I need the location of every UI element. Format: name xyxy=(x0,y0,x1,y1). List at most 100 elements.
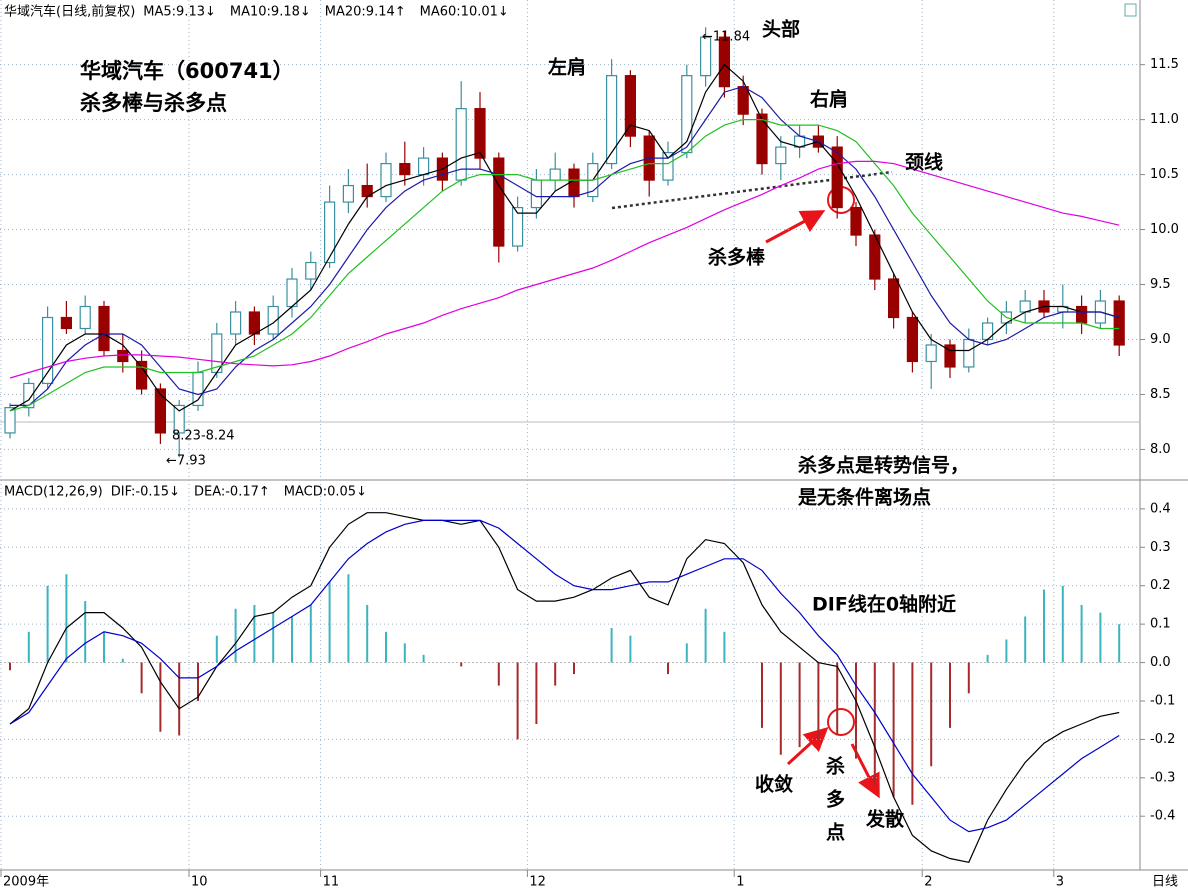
annotation: DIF线在0轴附近 xyxy=(812,593,956,616)
candle-body xyxy=(4,407,16,434)
y-tick-label: 0.3 xyxy=(1150,540,1171,555)
y-tick-label: 0.0 xyxy=(1150,655,1171,670)
y-tick-label: -0.2 xyxy=(1150,732,1175,747)
series-line xyxy=(9,160,1120,379)
candle-body xyxy=(60,316,73,330)
candle-body xyxy=(1113,300,1125,346)
series-line xyxy=(10,85,1120,406)
candle-body xyxy=(850,206,862,236)
x-tick-label: 1 xyxy=(736,875,744,890)
candle-body xyxy=(248,311,260,335)
candle-body xyxy=(699,36,712,77)
x-tick-label: 2009年 xyxy=(3,875,49,890)
legend-entry: DEA:-0.17↑ xyxy=(194,485,270,500)
candle-body xyxy=(756,113,768,165)
annotation: 颈线 xyxy=(905,151,943,174)
candle-body xyxy=(549,168,561,181)
annotation: 发散 xyxy=(865,808,904,831)
annotation: 收敛 xyxy=(755,773,793,796)
candle-body xyxy=(380,162,392,198)
candle-body xyxy=(23,382,35,409)
y-tick-label: 10.0 xyxy=(1150,222,1179,237)
series-line xyxy=(9,63,1120,412)
annotation: 杀 xyxy=(826,755,845,778)
candle-body xyxy=(887,278,900,319)
candle-body xyxy=(41,316,54,385)
candle-body xyxy=(136,360,148,390)
candle-body xyxy=(324,201,336,264)
window-icon[interactable] xyxy=(1124,3,1137,17)
x-tick-label: 10 xyxy=(191,875,208,890)
candle-body xyxy=(737,86,749,115)
series-line xyxy=(9,119,1120,412)
x-tick-label: 3 xyxy=(1056,875,1064,890)
series-line xyxy=(9,512,1120,863)
candle-body xyxy=(831,146,843,209)
y-tick-label: 0.1 xyxy=(1150,617,1171,632)
x-tick-label: 11 xyxy=(323,875,340,890)
candle-body xyxy=(173,404,185,434)
candle-body xyxy=(98,305,110,352)
legend-title: 华域汽车(日线,前复权) xyxy=(4,4,135,20)
signal-circle xyxy=(827,708,855,736)
legend-entry: MA10:9.18↓ xyxy=(230,5,311,20)
annotation: ←7.93 xyxy=(166,454,206,469)
annotation: 杀多点是转势信号， xyxy=(798,454,969,477)
annotation: 头部 xyxy=(762,18,800,41)
legend-entry: DIF:-0.15↓ xyxy=(111,485,180,500)
candle-body xyxy=(418,157,430,176)
candle-body xyxy=(305,261,317,280)
candle-body xyxy=(493,157,505,247)
annotation: 是无条件离场点 xyxy=(798,486,931,509)
candle-body xyxy=(511,206,524,247)
candle-body xyxy=(117,349,129,363)
y-tick-label: 9.5 xyxy=(1150,277,1171,292)
candle-body xyxy=(775,146,787,165)
series-line xyxy=(9,519,1120,833)
candle-body xyxy=(605,75,618,165)
candle-body xyxy=(944,344,956,368)
annotation: 华域汽车（600741） xyxy=(80,59,294,83)
annotation: 右肩 xyxy=(809,88,848,111)
y-tick-label: 10.5 xyxy=(1150,167,1179,182)
period-label: 日线 xyxy=(1152,875,1178,890)
annotation: 杀多棒 xyxy=(708,246,766,269)
candle-body xyxy=(342,184,354,203)
y-tick-label: 0.4 xyxy=(1150,501,1171,516)
y-tick-label: -0.1 xyxy=(1150,693,1175,708)
y-tick-label: 11.0 xyxy=(1150,112,1179,127)
candle-body xyxy=(79,305,91,330)
legend-entry: MACD:0.05↓ xyxy=(284,485,367,500)
legend-entry: MA60:10.01↓ xyxy=(420,5,509,20)
y-tick-label: -0.4 xyxy=(1150,809,1175,824)
candle-body xyxy=(267,305,279,335)
x-tick-label: 12 xyxy=(529,875,546,890)
candle-body xyxy=(230,311,242,335)
candle-body xyxy=(963,338,975,368)
legend-entry: MA20:9.14↑ xyxy=(325,5,406,20)
candle-body xyxy=(286,278,298,308)
y-tick-label: 11.5 xyxy=(1150,57,1179,72)
y-tick-label: 8.0 xyxy=(1150,442,1171,457)
candle-body xyxy=(718,36,731,88)
candle-body xyxy=(154,388,166,434)
x-tick-label: 2 xyxy=(924,875,932,890)
candle-body xyxy=(530,179,543,209)
candle-body xyxy=(906,316,919,363)
y-tick-label: -0.3 xyxy=(1150,770,1175,785)
candle-body xyxy=(474,108,486,159)
annotation: 多 xyxy=(826,788,845,811)
annotation: ←11.84 xyxy=(702,30,750,45)
annotation: 点 xyxy=(826,822,845,844)
legend-entry: MA5:9.13↓ xyxy=(143,5,216,20)
candle-body xyxy=(1075,305,1088,324)
legend-title: MACD(12,26,9) xyxy=(4,485,103,500)
y-tick-label: 0.2 xyxy=(1150,578,1171,593)
candle-body xyxy=(624,75,637,137)
annotation: 8.23-8.24 xyxy=(172,429,235,444)
candle-body xyxy=(662,152,674,181)
arrow xyxy=(765,210,826,244)
